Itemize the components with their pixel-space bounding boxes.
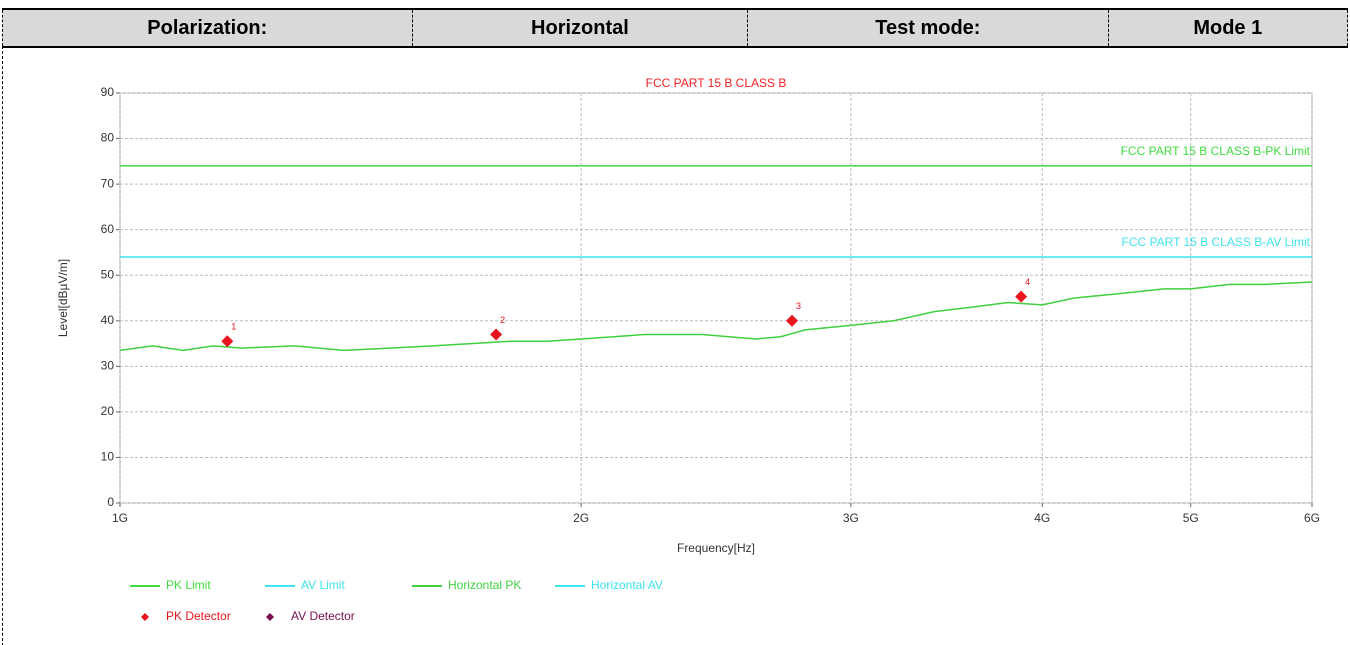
header-cell: Horizontal — [411, 8, 749, 48]
x-tick-label: 3G — [843, 511, 859, 525]
legend-label: PK Limit — [166, 578, 211, 592]
x-axis-label: Frequency[Hz] — [677, 541, 755, 555]
point-label: 4 — [1025, 277, 1030, 287]
plot-area — [119, 92, 1313, 504]
x-tick-label: 4G — [1034, 511, 1050, 525]
detector-marker — [1015, 290, 1028, 303]
header-cell: Test mode: — [747, 8, 1109, 48]
series-line — [119, 281, 1313, 352]
annotation: FCC PART 15 B CLASS B-PK Limit — [1121, 144, 1311, 158]
detector-marker — [786, 314, 799, 327]
legend-swatch — [266, 613, 274, 621]
chart-title: FCC PART 15 B CLASS B — [646, 76, 787, 90]
y-axis-label: Level[dBµV/m] — [56, 259, 70, 337]
frame — [2, 46, 1349, 645]
y-tick-label: 80 — [101, 131, 115, 145]
legend-swatch — [141, 613, 149, 621]
legend-label: AV Detector — [291, 609, 355, 623]
point-label: 3 — [796, 301, 801, 311]
y-tick-label: 0 — [107, 495, 114, 509]
y-tick-label: 90 — [101, 85, 115, 99]
header-cell: Mode 1 — [1107, 8, 1349, 48]
legend-label: PK Detector — [166, 609, 231, 623]
legend-label: AV Limit — [301, 578, 345, 592]
header-cell: Polarization: — [2, 8, 413, 48]
y-tick-label: 10 — [101, 450, 115, 464]
point-label: 2 — [500, 315, 505, 325]
legend-label: Horizontal PK — [448, 578, 521, 592]
x-tick-label: 5G — [1183, 511, 1199, 525]
y-tick-label: 20 — [101, 404, 115, 418]
legend-label: Horizontal AV — [591, 578, 663, 592]
y-tick-label: 50 — [101, 267, 115, 281]
header-table: Polarization: Horizontal Test mode: Mode… — [2, 8, 1349, 48]
y-tick-label: 70 — [101, 176, 115, 190]
x-tick-label: 1G — [112, 511, 128, 525]
point-label: 1 — [231, 322, 236, 332]
annotation: FCC PART 15 B CLASS B-AV Limit — [1121, 235, 1310, 249]
detector-marker — [490, 328, 503, 341]
y-tick-label: 40 — [101, 313, 115, 327]
detector-marker — [221, 335, 234, 348]
y-tick-label: 30 — [101, 359, 115, 373]
chart: FCC PART 15 B CLASS B Frequency[Hz] Leve… — [56, 76, 1320, 623]
y-tick-label: 60 — [101, 222, 115, 236]
x-tick-label: 6G — [1304, 511, 1320, 525]
x-tick-label: 2G — [573, 511, 589, 525]
